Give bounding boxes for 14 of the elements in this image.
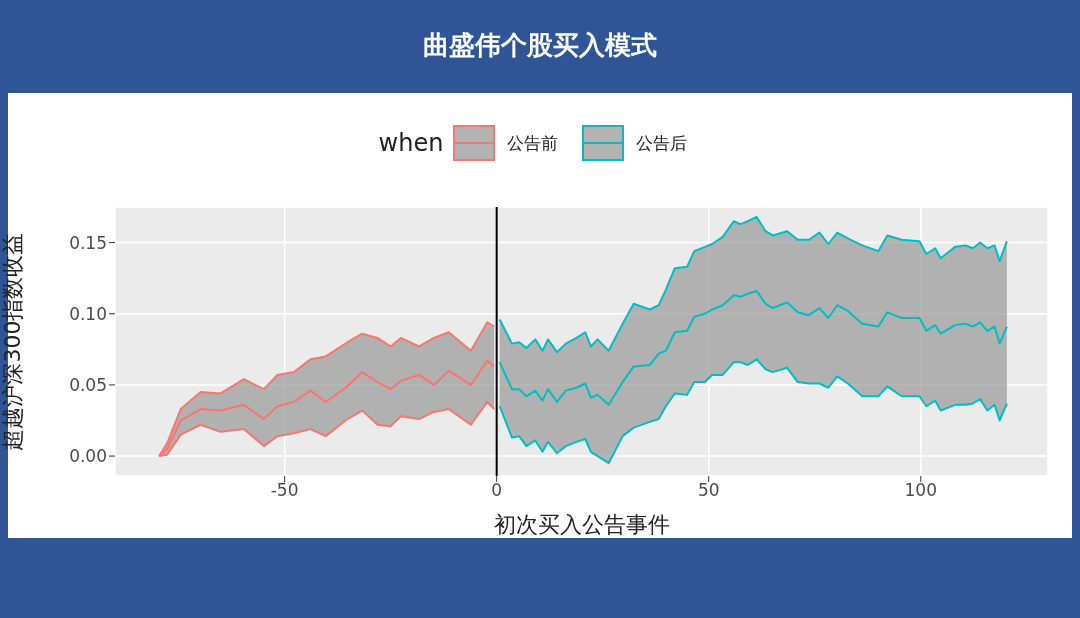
y-tick-label: 0.10 xyxy=(69,303,107,324)
x-tick-label: -50 xyxy=(270,480,299,501)
y-tick-label: 0.00 xyxy=(69,446,107,467)
x-axis-title: 初次买入公告事件 xyxy=(493,512,670,537)
y-tick-label: 0.05 xyxy=(69,374,107,395)
legend-label: 公告前 xyxy=(507,131,559,155)
x-tick-label: 50 xyxy=(697,480,720,501)
y-axis-title: 超越沪深300指数收益 xyxy=(0,232,25,451)
legend-title: when xyxy=(378,129,444,157)
x-tick-label: 0 xyxy=(491,480,503,501)
chart-title: 曲盛伟个股买入模式 xyxy=(422,29,658,62)
y-tick-label: 0.15 xyxy=(69,232,107,253)
legend-label: 公告后 xyxy=(636,131,688,155)
x-tick-label: 100 xyxy=(904,480,937,501)
